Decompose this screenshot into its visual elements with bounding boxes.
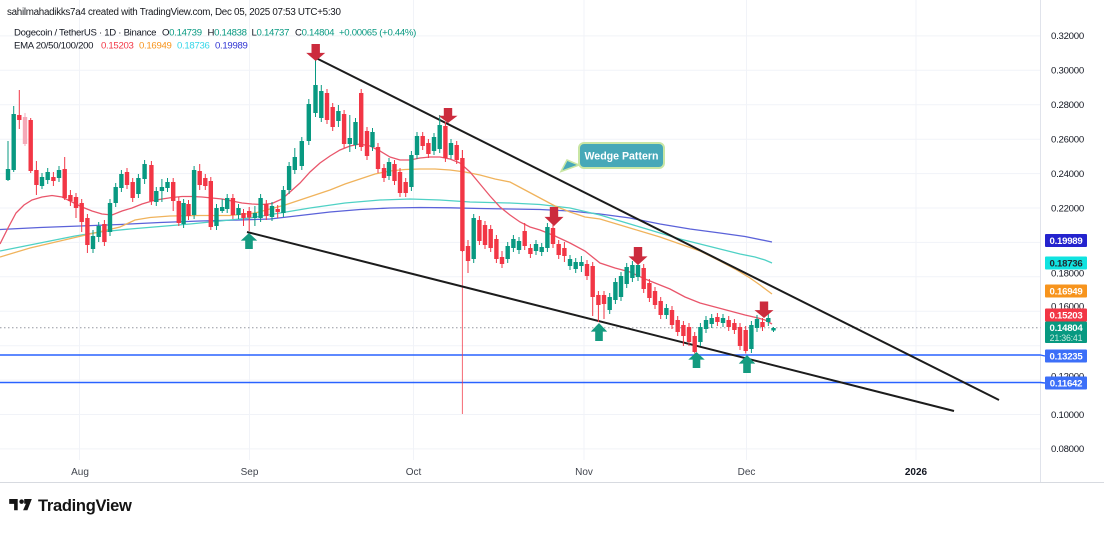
svg-text:0.15203: 0.15203 (1050, 311, 1083, 322)
svg-text:Wedge Pattern: Wedge Pattern (585, 151, 659, 163)
svg-text:TradingView: TradingView (38, 497, 132, 515)
svg-text:0.10000: 0.10000 (1051, 410, 1084, 421)
svg-text:Nov: Nov (575, 467, 593, 478)
svg-text:Dec: Dec (738, 467, 756, 478)
svg-text:Dogecoin / TetherUS · 1D · Bin: Dogecoin / TetherUS · 1D · Binance O0.147… (14, 28, 416, 39)
svg-text:0.30000: 0.30000 (1051, 66, 1084, 77)
svg-text:0.28000: 0.28000 (1051, 100, 1084, 111)
svg-text:sahilmahadikks7a4 created with: sahilmahadikks7a4 created with TradingVi… (7, 7, 341, 18)
svg-text:0.13235: 0.13235 (1050, 352, 1084, 363)
svg-text:0.24000: 0.24000 (1051, 169, 1084, 180)
svg-text:Sep: Sep (241, 467, 259, 478)
svg-text:0.14804: 0.14804 (1050, 323, 1084, 334)
svg-text:0.16949: 0.16949 (1050, 287, 1083, 298)
svg-text:2026: 2026 (905, 467, 928, 478)
svg-text:0.22000: 0.22000 (1051, 203, 1084, 214)
svg-text:0.19989: 0.19989 (1050, 236, 1083, 247)
svg-text:0.08000: 0.08000 (1051, 444, 1084, 455)
svg-text:0.16000: 0.16000 (1051, 301, 1084, 312)
svg-text:0.18000: 0.18000 (1051, 268, 1084, 279)
svg-text:0.26000: 0.26000 (1051, 135, 1084, 146)
svg-text:Aug: Aug (71, 467, 89, 478)
svg-text:21:36:41: 21:36:41 (1050, 333, 1083, 343)
svg-text:0.32000: 0.32000 (1051, 31, 1084, 42)
svg-text:Oct: Oct (406, 467, 422, 478)
svg-text:0.11642: 0.11642 (1050, 379, 1082, 390)
svg-text:0.18736: 0.18736 (1050, 259, 1083, 270)
